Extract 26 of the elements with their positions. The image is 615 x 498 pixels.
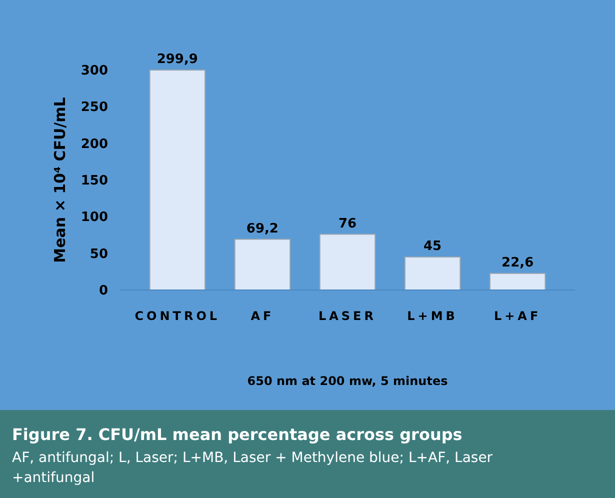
y-tick-label: 200 [80, 136, 108, 152]
bar [489, 272, 546, 290]
bar [234, 238, 291, 290]
x-tick-label: L+MB [407, 309, 458, 323]
y-tick-label: 50 [90, 246, 108, 262]
x-tick-label: LASER [318, 309, 377, 323]
x-tick-label: AF [250, 309, 274, 323]
y-tick-label: 250 [80, 100, 108, 116]
bar [319, 234, 376, 290]
text: AF, antifungal; L, Laser; L+MB, Laser + Methylene blue; L+AF, Laser +antifungal [12, 450, 493, 486]
x-tick-label: L+AF [494, 309, 542, 323]
y-tick-label: 100 [80, 210, 108, 226]
y-tick-label: 0 [98, 284, 108, 299]
data-label: 69,2 [246, 221, 278, 236]
x-tick-label: CONTROL [134, 309, 220, 323]
data-label: 299,9 [156, 52, 198, 68]
y-axis-title: Mean × 10⁴ CFU/mL [51, 96, 69, 263]
bar [404, 256, 461, 290]
data-label: 22,6 [502, 255, 534, 270]
data-label: 45 [424, 239, 442, 254]
x-axis-title: 650 nm at 200 mw, 5 minutes [247, 374, 448, 388]
data-label: 76 [338, 216, 357, 232]
text: Figure 7. CFU/mL mean percentage across groups [12, 425, 462, 444]
y-tick-label: 150 [80, 174, 108, 189]
y-tick-label: 300 [80, 64, 108, 79]
bar [149, 70, 206, 290]
